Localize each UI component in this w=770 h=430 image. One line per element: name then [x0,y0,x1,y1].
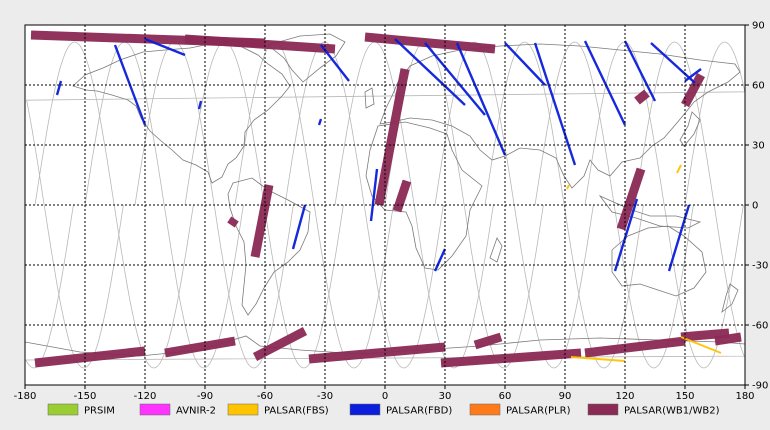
legend-swatch [227,403,259,416]
x-tick-label: -30 [317,391,333,402]
legend-label: AVNIR-2 [176,406,216,417]
y-tick-label: -60 [752,321,768,332]
swath-palsar-wb1-wb2 [680,328,730,342]
legend-swatch [349,403,381,416]
swath-palsar-wb1-wb2 [440,348,582,368]
orbit-track [384,41,544,369]
orbit-track [26,41,746,369]
legend-swatch [469,403,501,416]
x-tick-label: -60 [257,391,273,402]
swath-palsar-wb1-wb2 [252,327,308,361]
swath-palsar-wb1-wb2 [584,336,686,358]
legend-swatch [587,403,619,416]
swath-palsar-fbs [566,184,570,190]
swath-palsar-wb1-wb2 [392,179,412,213]
x-tick-label: -90 [197,391,213,402]
swath-palsar-fbd [667,204,691,272]
y-tick-label: -90 [752,381,768,392]
swath-palsar-wb1-wb2 [616,167,646,231]
legend-swatch [47,403,79,416]
coastline-uk [364,87,375,109]
swath-palsar-wb1-wb2 [184,34,336,54]
x-tick-label: -150 [74,391,97,402]
swath-palsar-wb1-wb2 [250,184,274,258]
x-tick-label: -180 [14,391,37,402]
swath-palsar-fbd [583,40,627,126]
swath-palsar-wb1-wb2 [227,216,239,228]
swath-palsar-wb1-wb2 [714,332,742,346]
swath-palsar-fbd [369,168,379,222]
swath-palsar-fbd [650,42,696,84]
swath-palsar-fbd [394,38,466,106]
lat-lon-grid [25,25,745,385]
coastline-north-america [72,43,291,184]
legend: PRSIM AVNIR-2 PALSAR(FBS) PALSAR(FBD) PALSAR… [47,403,720,417]
plot-area [24,24,746,386]
y-tick-label: 60 [752,81,765,92]
swath-palsar-fbs [680,336,722,354]
coastline-japan [679,111,701,147]
swath-palsar-wb1-wb2 [308,342,446,364]
swath-palsar-fbd [144,37,186,57]
coastline-greenland [267,33,346,83]
swath-palsar-fbd [613,198,639,272]
x-axis-ticks: -180 -150 -120 -90 -60 -30 0 30 60 90 120 150 180 [14,385,755,402]
orbit-track [584,41,744,369]
swath-palsar-fbd [533,42,577,166]
legend-label: PRSIM [84,406,115,417]
swath-palsar-fbd [197,100,203,110]
x-tick-label: 150 [675,391,694,402]
x-tick-label: 180 [735,391,754,402]
x-tick-label: 90 [559,391,572,402]
swath-palsar-fbd [320,44,350,82]
x-tick-label: 0 [382,391,388,402]
x-tick-label: -120 [134,391,157,402]
legend-label: PALSAR(FBS) [264,406,329,417]
legend-label: PALSAR(PLR) [506,406,571,417]
swath-palsar-wb1-wb2 [374,68,410,206]
legend-label: PALSAR(FBD) [386,406,452,417]
swath-palsar-fbd [455,42,507,156]
swath-palsar-fbd [504,42,546,86]
y-axis-ticks: 90 60 30 0 -30 -60 -90 [745,21,768,392]
y-tick-label: 0 [752,201,758,212]
coastline-new-zealand [721,283,739,314]
swath-palsar-wb1-wb2 [681,72,705,108]
y-tick-label: 90 [752,21,765,32]
swath-palsar-fbd [684,68,702,82]
coastline-madagascar [489,237,503,263]
swath-palsar-fbd [317,118,323,126]
swath-palsar-fbd [424,42,486,116]
swath-palsar-wb1-wb2 [164,336,236,358]
acquisition-swaths [30,30,742,368]
swath-palsar-wb1-wb2 [634,89,650,105]
swath-palsar-wb1-wb2 [364,32,496,54]
swath-palsar-fbd [291,204,307,250]
y-tick-label: 30 [752,141,765,152]
swath-palsar-wb1-wb2 [473,332,503,350]
swath-palsar-fbs [570,356,626,362]
swath-palsar-fbd [623,40,657,102]
swath-palsar-fbd [433,248,447,272]
x-tick-label: 120 [615,391,634,402]
legend-label: PALSAR(WB1/WB2) [624,406,720,417]
swath-palsar-wb1-wb2 [34,346,146,368]
x-tick-label: 30 [439,391,452,402]
y-tick-label: -30 [752,261,768,272]
x-tick-label: 60 [499,391,512,402]
legend-swatch [139,403,171,416]
swath-palsar-fbd [55,80,63,96]
swath-palsar-fbs [676,164,682,174]
coastline-south-america [227,177,311,316]
